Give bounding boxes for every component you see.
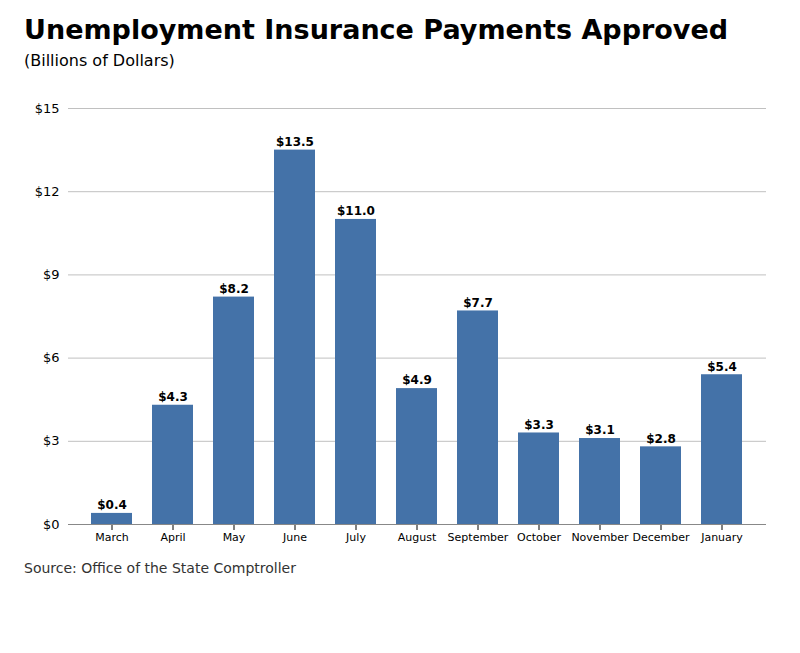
- html-text:Unemployment Insurance Payment: Unemployment Insurance Payments Approved: [24, 14, 729, 45]
- svg-text:$4.3: $4.3: [158, 390, 188, 404]
- svg-text:$3.3: $3.3: [524, 418, 554, 432]
- svg-text:$8.2: $8.2: [219, 282, 249, 296]
- svg-text:January: January: [700, 531, 743, 544]
- svg-text:$3: $3: [43, 433, 60, 448]
- svg-text:$5.4: $5.4: [707, 360, 737, 374]
- svg-text:$2.8: $2.8: [646, 432, 676, 446]
- svg-text:$0.4: $0.4: [97, 498, 127, 512]
- svg-text:$6: $6: [43, 350, 60, 365]
- svg-text:$13.5: $13.5: [276, 135, 314, 149]
- svg-text:March: March: [95, 531, 129, 544]
- svg-text:$9: $9: [43, 267, 60, 282]
- svg-text:$4.9: $4.9: [402, 373, 432, 387]
- html-text:(Billions of Dollars): (Billions of Dollars): [24, 51, 175, 70]
- svg-text:$11.0: $11.0: [337, 204, 375, 218]
- svg-text:October: October: [517, 531, 561, 544]
- svg-text:May: May: [223, 531, 246, 544]
- html-text:Source: Office of the State Co: Source: Office of the State Comptroller: [24, 560, 296, 576]
- svg-text:April: April: [160, 531, 185, 544]
- svg-text:$3.1: $3.1: [585, 423, 615, 437]
- svg-text:November: November: [571, 531, 629, 544]
- svg-text:September: September: [448, 531, 509, 544]
- svg-text:$15: $15: [35, 101, 60, 116]
- svg-text:$0: $0: [43, 517, 60, 532]
- svg-text:August: August: [398, 531, 437, 544]
- svg-text:$12: $12: [35, 184, 60, 199]
- svg-text:December: December: [632, 531, 690, 544]
- svg-text:June: June: [282, 531, 307, 544]
- svg-text:July: July: [345, 531, 366, 544]
- svg-text:$7.7: $7.7: [463, 296, 493, 310]
